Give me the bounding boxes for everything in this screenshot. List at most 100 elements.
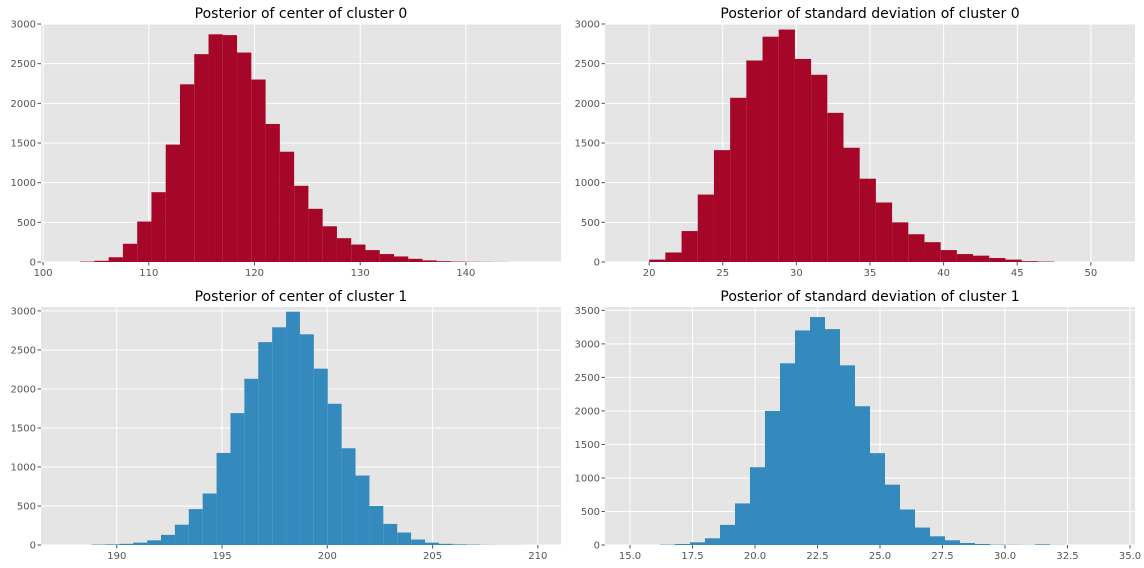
histogram-bar [336,238,352,262]
histogram-bar [940,250,957,262]
y-tick-label: 500 [17,218,36,229]
histogram-bar [924,242,941,262]
histogram-bar [222,35,238,263]
x-tick-label: 120 [245,268,264,279]
histogram-bar [397,532,412,545]
histogram-bar [705,538,720,545]
histogram-bar [379,254,395,262]
x-tick-label: 25 [716,268,729,279]
x-ticks-std-cluster-1: 15.0 17.5 20.0 22.5 25.0 27.5 30.0 32.5 35.0 [619,545,1141,562]
histogram-bar [161,534,175,545]
histogram-bar [795,330,810,545]
histogram-bar [720,524,735,545]
y-tick-label: 500 [581,218,600,229]
histogram-bar [697,194,714,262]
x-tick-label: 50 [1084,268,1097,279]
y-tick-label: 3500 [575,306,600,317]
histogram-bar [1021,261,1038,262]
histogram-bar [915,527,930,545]
x-tick-label: 25.0 [869,551,891,562]
histogram-bar [690,542,705,545]
histogram-bar [165,144,180,262]
histogram-bar [279,151,295,262]
y-tick-label: 2000 [11,384,36,395]
histogram-bar [681,231,698,262]
x-tick-label: 27.5 [931,551,953,562]
x-tick-label: 35.0 [1119,551,1141,562]
histogram-bar [94,260,109,262]
x-tick-label: 190 [107,551,126,562]
bars-center-cluster-0 [80,34,509,263]
y-tick-label: 500 [17,501,36,512]
histogram-bar [794,58,812,263]
histogram-bar [119,543,134,545]
panel-center-cluster-1: 190 195 200 205 210 0 500 1000 1500 2000 2500 3000… [11,289,561,562]
histogram-bar [230,413,245,545]
histogram-bar [750,467,765,545]
x-tick-label: 195 [213,551,232,562]
histogram-bar [208,34,223,263]
histogram-bar [341,448,356,545]
histogram-bar [179,84,195,262]
histogram-bar [975,543,990,545]
x-tick-label: 30 [790,268,803,279]
histogram-bar [855,406,870,545]
histogram-bar [216,452,231,545]
y-tick-label: 3000 [575,20,600,31]
histogram-bar [730,97,747,262]
y-tick-label: 2500 [11,345,36,356]
histogram-bar [133,542,148,545]
title-std-cluster-1: Posterior of standard deviation of clust… [720,289,1019,305]
histogram-bar [973,255,990,262]
y-tick-label: 2500 [11,59,36,70]
y-tick-label: 0 [594,258,600,269]
x-tick-label: 30.0 [994,551,1016,562]
histogram-bar [425,542,439,545]
histogram-bar [294,185,309,262]
histogram-bar [105,544,120,545]
histogram-bar [147,540,161,545]
histogram-bar [272,327,287,545]
y-tick-label: 2000 [575,99,600,110]
histogram-bar [778,29,795,263]
histogram-bar [137,221,152,262]
y-tick-label: 2500 [575,59,600,70]
histogram-bar [436,261,452,262]
x-tick-label: 205 [423,551,442,562]
x-tick-label: 140 [456,268,475,279]
histogram-bar [108,257,123,262]
x-tick-label: 17.5 [681,551,703,562]
title-center-cluster-0: Posterior of center of cluster 0 [195,6,408,22]
histogram-bar [1035,544,1050,545]
bars-std-cluster-1 [660,317,1065,545]
histogram-bar [327,403,342,545]
histogram-bar [825,329,840,545]
x-tick-label: 210 [528,551,547,562]
panel-center-cluster-0: 100 110 120 130 140 0 500 1000 1500 2000 2500 3000… [11,6,561,279]
histogram-bar [151,192,166,262]
x-ticks-center-cluster-0: 100 110 120 130 140 [34,262,475,279]
histogram-bar [286,311,300,545]
histogram-bar [956,254,974,262]
histogram-bar [202,493,217,545]
histogram-bar [313,368,328,545]
histogram-bar [675,543,690,545]
histogram-bar [422,260,437,262]
title-center-cluster-1: Posterior of center of cluster 1 [195,289,408,305]
y-tick-label: 2000 [11,99,36,110]
y-tick-label: 2000 [575,406,600,417]
y-tick-label: 1500 [11,139,36,150]
histogram-bar [875,202,893,262]
histogram-bar [713,150,731,262]
y-tick-label: 1000 [575,473,600,484]
bars-std-cluster-0 [649,29,1055,263]
y-tick-label: 1000 [11,462,36,473]
x-tick-label: 130 [351,268,370,279]
histogram-bar [1005,259,1022,262]
histogram-bar [251,79,266,263]
x-tick-label: 110 [139,268,158,279]
histogram-bar [900,509,915,545]
y-tick-label: 1000 [11,178,36,189]
x-tick-label: 20 [643,268,656,279]
